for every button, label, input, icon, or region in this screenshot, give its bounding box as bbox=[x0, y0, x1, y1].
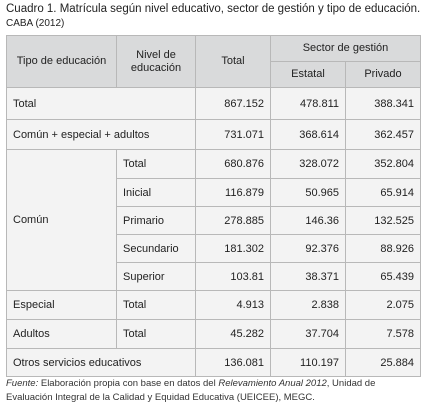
title: Cuadro 1. Matrícula según nivel educativ… bbox=[6, 3, 421, 15]
number-cell: 146.36 bbox=[270, 206, 346, 235]
row: Especial Total 4.913 2.838 2.075 bbox=[6, 290, 421, 320]
number-cell: 92.376 bbox=[270, 234, 346, 263]
header-cell: Sector de gestión bbox=[270, 35, 421, 62]
number-cell: 45.282 bbox=[195, 319, 271, 349]
number-cell: 362.457 bbox=[345, 119, 421, 150]
label-cell: Secundario bbox=[116, 234, 196, 263]
number-cell: 38.371 bbox=[270, 262, 346, 291]
number-cell: 368.614 bbox=[270, 119, 346, 150]
number-cell: 352.804 bbox=[345, 149, 421, 179]
number-cell: 181.302 bbox=[195, 234, 271, 263]
header-cell: Tipo de educación bbox=[6, 35, 117, 88]
number-cell: 731.071 bbox=[195, 119, 271, 150]
label-cell: Superior bbox=[116, 262, 196, 291]
source-label: Fuente: bbox=[6, 378, 39, 389]
number-cell: 25.884 bbox=[345, 348, 421, 377]
number-cell: 132.525 bbox=[345, 206, 421, 235]
source-text: , Unidad de Evaluación Integral de la Ca… bbox=[6, 378, 376, 403]
row: Común Total 680.876 328.072 352.804 bbox=[6, 149, 421, 291]
header-row: Estatal Privado bbox=[7, 61, 421, 88]
row: Secundario 181.302 92.376 88.926 bbox=[7, 234, 421, 263]
number-cell: 65.914 bbox=[345, 178, 421, 207]
label-cell: Total bbox=[116, 290, 196, 320]
header-cell: Nivel de educación bbox=[116, 35, 196, 88]
header-row: Tipo de educación Nivel de educación Tot… bbox=[6, 35, 421, 88]
row: Primario 278.885 146.36 132.525 bbox=[7, 206, 421, 235]
number-cell: 136.081 bbox=[195, 348, 271, 377]
number-cell: 37.704 bbox=[270, 319, 346, 349]
source-text: Elaboración propia con base en datos del bbox=[40, 378, 216, 389]
label-cell: Total bbox=[116, 149, 196, 179]
number-cell: 7.578 bbox=[345, 319, 421, 349]
label-cell: Adultos bbox=[6, 319, 117, 349]
source: Fuente: Elaboración propia con base en d… bbox=[6, 377, 420, 405]
number-cell: 88.926 bbox=[345, 234, 421, 263]
label-cell: Otros servicios educativos bbox=[6, 348, 196, 377]
header-cell: Total bbox=[195, 35, 271, 88]
number-cell: 328.072 bbox=[270, 149, 346, 179]
row: Total 867.152 478.811 388.341 bbox=[6, 87, 421, 120]
header-cell: Privado bbox=[345, 61, 421, 88]
label-cell: Total bbox=[116, 319, 196, 349]
label-cell: Común bbox=[6, 149, 117, 291]
label-cell: Primario bbox=[116, 206, 196, 235]
label-cell: Común + especial + adultos bbox=[6, 119, 196, 150]
row: Inicial 116.879 50.965 65.914 bbox=[7, 178, 421, 207]
number-cell: 4.913 bbox=[195, 290, 271, 320]
number-cell: 478.811 bbox=[270, 87, 346, 120]
label-cell: Especial bbox=[6, 290, 117, 320]
number-cell: 65.439 bbox=[345, 262, 421, 291]
number-cell: 2.075 bbox=[345, 290, 421, 320]
number-cell: 680.876 bbox=[195, 149, 271, 179]
subtitle: CABA (2012) bbox=[6, 18, 65, 29]
number-cell: 388.341 bbox=[345, 87, 421, 120]
number-cell: 103.81 bbox=[195, 262, 271, 291]
table: Tipo de educación Nivel de educación Tot… bbox=[6, 35, 421, 377]
label-cell: Total bbox=[6, 87, 196, 120]
number-cell: 116.879 bbox=[195, 178, 271, 207]
header-cell: Estatal bbox=[270, 61, 346, 88]
number-cell: 278.885 bbox=[195, 206, 271, 235]
number-cell: 110.197 bbox=[270, 348, 346, 377]
label-cell: Inicial bbox=[116, 178, 196, 207]
number-cell: 2.838 bbox=[270, 290, 346, 320]
number-cell: 50.965 bbox=[270, 178, 346, 207]
row: Otros servicios educativos 136.081 110.197… bbox=[6, 348, 421, 377]
row: Común + especial + adultos 731.071 368.614… bbox=[6, 119, 421, 150]
source-italic: Relevamiento Anual 2012 bbox=[218, 378, 327, 389]
row: Adultos Total 45.282 37.704 7.578 bbox=[6, 319, 421, 349]
table-body: Total 867.152 478.811 388.341 Común + especi… bbox=[6, 87, 421, 377]
number-cell: 867.152 bbox=[195, 87, 271, 120]
